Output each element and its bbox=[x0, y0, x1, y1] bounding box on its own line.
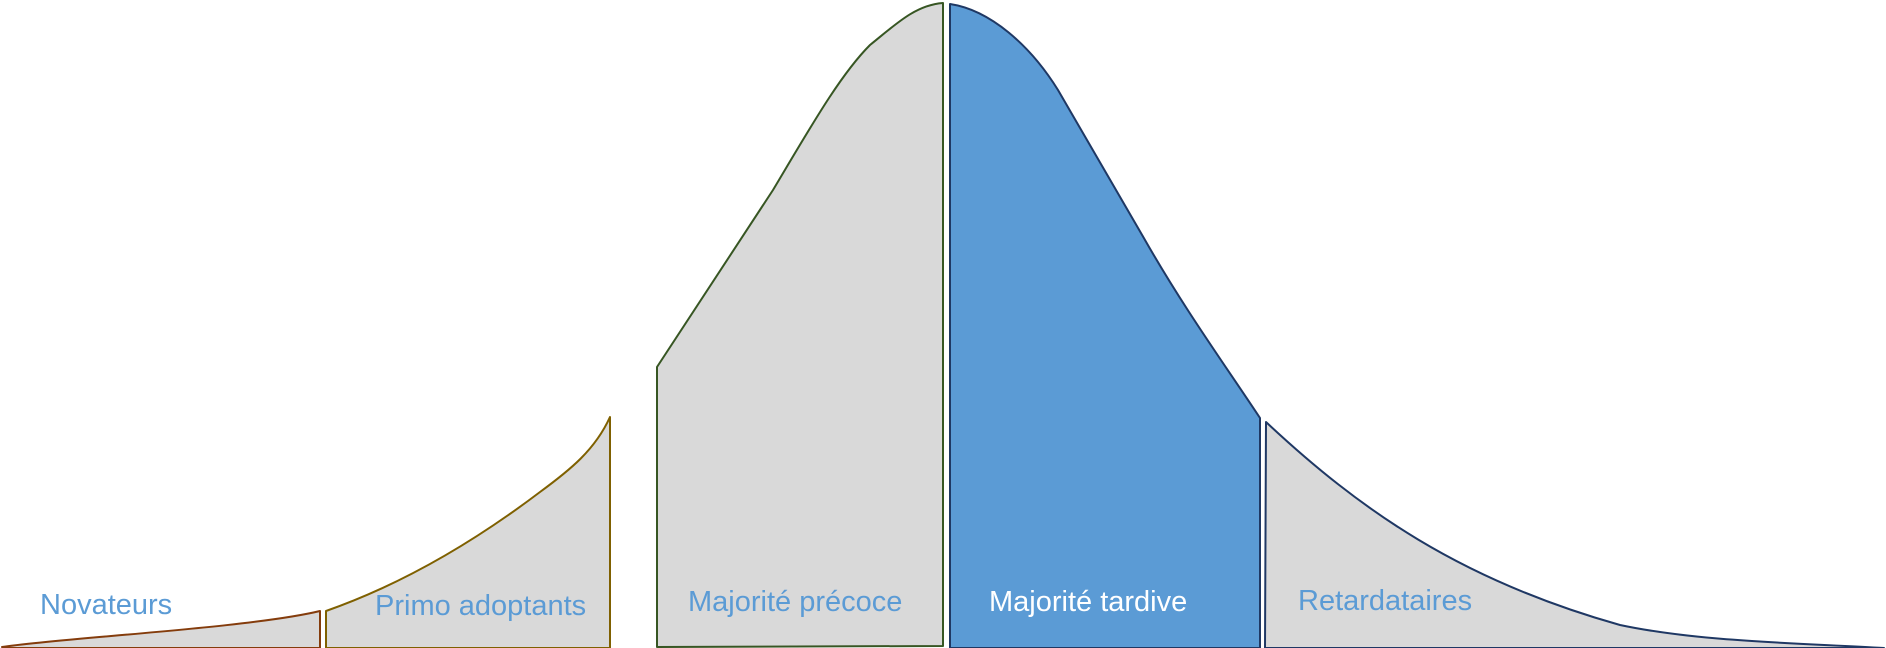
segment-majorite-tardive-shape bbox=[949, 3, 1261, 648]
segment-primo-adoptants-label: Primo adoptants bbox=[375, 590, 586, 622]
segment-majorite-tardive-label: Majorité tardive bbox=[989, 586, 1187, 618]
segment-novateurs-label: Novateurs bbox=[40, 589, 172, 621]
segment-majorite-precoce: Majorité précoce bbox=[656, 2, 944, 648]
segment-novateurs-shape bbox=[1, 610, 321, 648]
segment-majorite-tardive: Majorité tardive bbox=[949, 3, 1261, 648]
segment-primo-adoptants: Primo adoptants bbox=[325, 416, 611, 648]
segment-majorite-precoce-shape bbox=[656, 2, 944, 648]
segment-majorite-precoce-label: Majorité précoce bbox=[688, 586, 902, 618]
segment-novateurs: Novateurs bbox=[1, 589, 321, 648]
segment-retardataires-label: Retardataires bbox=[1298, 585, 1472, 617]
segment-primo-adoptants-shape bbox=[325, 416, 611, 648]
segment-retardataires-shape bbox=[1264, 421, 1885, 648]
segment-retardataires: Retardataires bbox=[1264, 421, 1885, 648]
